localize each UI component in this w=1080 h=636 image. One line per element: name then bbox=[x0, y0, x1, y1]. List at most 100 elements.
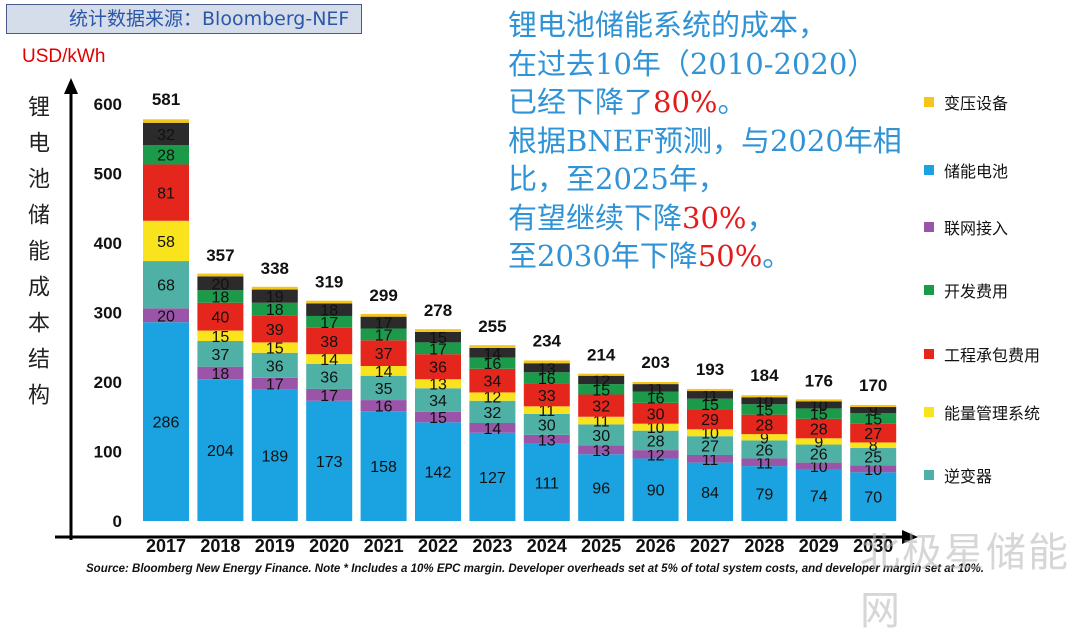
bar-segment bbox=[143, 220, 189, 262]
bar-segment bbox=[469, 357, 516, 369]
bar-value-label: 58 bbox=[157, 234, 175, 251]
y-tick-label: 600 bbox=[94, 95, 122, 114]
annotation-line: 至2030年下降50%。 bbox=[508, 237, 928, 276]
bar-total-label: 203 bbox=[641, 353, 669, 372]
bar-value-label: 10 bbox=[864, 462, 882, 479]
bar-value-label: 16 bbox=[375, 399, 393, 416]
bar-value-label: 11 bbox=[702, 452, 719, 469]
bar-value-label: 11 bbox=[647, 381, 664, 398]
bar-value-label: 16 bbox=[484, 356, 502, 373]
bar-segment bbox=[251, 377, 298, 390]
legend-item: 逆变器 bbox=[924, 464, 992, 486]
bar-value-label: 79 bbox=[756, 487, 774, 504]
bar-segment bbox=[197, 273, 244, 277]
bar-value-label: 18 bbox=[320, 303, 338, 320]
bar-value-label: 10 bbox=[810, 398, 828, 415]
bar-value-label: 28 bbox=[157, 148, 175, 165]
legend-item: 开发费用 bbox=[924, 279, 1008, 301]
bar-value-label: 34 bbox=[484, 374, 502, 391]
bar-value-label: 142 bbox=[425, 465, 452, 482]
bar-segment bbox=[523, 363, 570, 373]
bar-value-label: 9 bbox=[814, 434, 823, 451]
y-tick-label: 300 bbox=[94, 304, 122, 323]
bar-value-label: 17 bbox=[320, 315, 338, 332]
bar-segment bbox=[632, 402, 679, 424]
annotation-fragment: 。 bbox=[717, 85, 747, 119]
bar-value-label: 14 bbox=[484, 346, 502, 363]
bar-value-label: 173 bbox=[316, 454, 343, 471]
y-axis-label: 锂电池储能成本结构 bbox=[24, 95, 49, 419]
bar-segment bbox=[197, 290, 244, 303]
legend-swatch bbox=[924, 97, 934, 107]
bar-segment bbox=[251, 352, 298, 378]
bar-value-label: 18 bbox=[266, 302, 284, 319]
bar-value-label: 16 bbox=[538, 371, 556, 388]
source-text: 统计数据来源：Bloomberg-NEF bbox=[69, 8, 350, 30]
bar-segment bbox=[143, 145, 189, 165]
bar-value-label: 13 bbox=[429, 377, 447, 394]
bar-segment bbox=[523, 360, 570, 364]
legend-item: 能量管理系统 bbox=[924, 401, 1040, 423]
x-tick-label: 2024 bbox=[527, 536, 567, 556]
bar-segment bbox=[469, 423, 516, 433]
annotation-highlight: 30% bbox=[682, 200, 747, 235]
x-tick-label: 2022 bbox=[418, 536, 458, 556]
bar-value-label: 15 bbox=[756, 402, 774, 419]
bar-segment bbox=[741, 466, 788, 521]
bar-segment bbox=[415, 379, 461, 389]
bar-value-label: 30 bbox=[538, 417, 556, 434]
bar-total-label: 184 bbox=[750, 366, 779, 385]
x-tick-label: 2028 bbox=[744, 536, 784, 556]
bar-segment bbox=[415, 388, 461, 412]
annotation-fragment: 锂电池储能系统的成本， bbox=[508, 8, 828, 42]
bar-value-label: 15 bbox=[212, 329, 230, 346]
bar-value-label: 20 bbox=[157, 308, 175, 325]
bar-segment bbox=[415, 329, 461, 332]
stacked-bar-chart: 0100200300400500600286206858812832581201… bbox=[55, 78, 918, 556]
bar-value-label: 30 bbox=[647, 406, 665, 423]
bar-segment bbox=[632, 382, 679, 385]
bar-segment bbox=[360, 313, 407, 317]
bar-value-label: 127 bbox=[479, 470, 506, 487]
bar-segment bbox=[523, 383, 570, 407]
bar-value-label: 14 bbox=[375, 364, 393, 381]
bar-total-label: 278 bbox=[424, 301, 452, 320]
bar-segment bbox=[306, 327, 353, 355]
bar-value-label: 36 bbox=[266, 358, 284, 375]
bar-value-label: 11 bbox=[702, 388, 719, 405]
bar-value-label: 32 bbox=[592, 399, 610, 416]
bar-segment bbox=[850, 448, 897, 466]
bar-total-label: 170 bbox=[859, 376, 887, 395]
x-tick-label: 2019 bbox=[255, 536, 295, 556]
footnote: Source: Bloomberg New Energy Finance. No… bbox=[86, 563, 984, 575]
legend-item: 储能电池 bbox=[924, 159, 1008, 181]
bar-segment bbox=[632, 450, 679, 459]
bar-value-label: 81 bbox=[157, 186, 175, 203]
bar-segment bbox=[197, 379, 244, 521]
x-tick-label: 2029 bbox=[799, 536, 839, 556]
source-box: 统计数据来源：Bloomberg-NEF bbox=[6, 4, 362, 34]
bar-value-label: 16 bbox=[647, 390, 665, 407]
bar-value-label: 33 bbox=[538, 388, 556, 405]
bar-segment bbox=[143, 119, 189, 123]
bar-segment bbox=[143, 261, 189, 309]
bar-segment bbox=[850, 472, 897, 521]
bar-segment bbox=[251, 302, 298, 316]
bar-value-label: 8 bbox=[869, 438, 878, 455]
bar-segment bbox=[578, 424, 625, 446]
bar-value-label: 11 bbox=[538, 403, 555, 420]
bar-segment bbox=[578, 416, 625, 425]
bar-value-label: 34 bbox=[429, 393, 447, 410]
bar-segment bbox=[523, 406, 570, 414]
bar-segment bbox=[415, 342, 461, 355]
bar-segment bbox=[632, 384, 679, 392]
bar-value-label: 10 bbox=[756, 394, 774, 411]
bar-value-label: 96 bbox=[592, 481, 610, 498]
bar-segment bbox=[251, 342, 298, 353]
bar-segment bbox=[415, 422, 461, 521]
legend-label: 联网接入 bbox=[944, 219, 1009, 238]
bar-value-label: 68 bbox=[157, 278, 175, 295]
bar-value-label: 28 bbox=[756, 417, 774, 434]
x-tick-label: 2030 bbox=[853, 536, 893, 556]
bar-segment bbox=[850, 423, 897, 443]
